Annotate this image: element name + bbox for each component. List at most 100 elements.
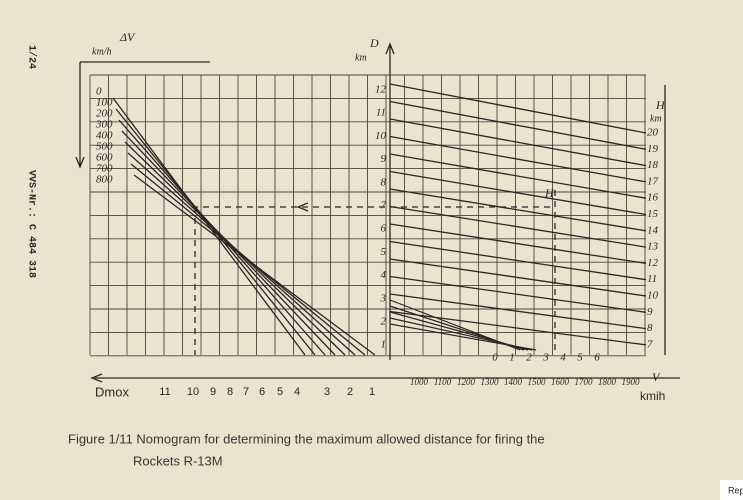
small-scale-tick: 5 [577, 352, 583, 364]
d-tick: 3 [380, 292, 387, 304]
dmax-tick: 5 [277, 386, 283, 398]
d-tick: 10 [375, 130, 387, 142]
speed-tick: 1400 [504, 377, 523, 387]
delta-v-tick: 600 [96, 152, 113, 164]
d-tick: 7 [381, 200, 387, 212]
nomogram-line [389, 118, 647, 167]
small-scale-tick: 6 [594, 352, 600, 364]
h-tick: 16 [647, 192, 659, 204]
dmax-tick: 6 [259, 386, 265, 398]
delta-v-unit: km/h [92, 46, 111, 57]
h-tick: 8 [647, 322, 653, 334]
dmax-tick: 2 [347, 386, 353, 398]
speed-label: V [652, 370, 661, 384]
delta-v-axis-line [75, 61, 210, 169]
h-tick: 19 [647, 143, 659, 155]
delta-v-tick: 500 [96, 141, 113, 153]
d-axis-line [385, 42, 395, 360]
speed-tick: 1300 [481, 377, 500, 387]
nomogram-lines [112, 83, 647, 356]
nomogram-line [389, 83, 647, 134]
dmax-label: Dmox [95, 384, 129, 399]
d-label: D [369, 36, 379, 50]
speed-tick: 1200 [457, 377, 476, 387]
h-unit: km [650, 113, 662, 124]
dmax-tick: 10 [187, 386, 199, 398]
d-tick: 11 [376, 107, 386, 119]
h-tick: 11 [647, 273, 657, 285]
nomogram-line [133, 174, 376, 356]
delta-v-tick: 700 [96, 163, 113, 175]
delta-v-tick: 400 [96, 130, 113, 142]
page-number: 1/24 [25, 45, 37, 69]
h-tick: 12 [647, 257, 659, 269]
nomogram-line [389, 153, 647, 199]
nomogram-line [389, 240, 647, 281]
example-arrow [296, 202, 309, 212]
reference-number: VVS-Nr.: C 484 318 [25, 170, 36, 278]
speed-tick: 1800 [598, 377, 617, 387]
delta-v-label: ΔV [119, 30, 136, 44]
h-label: H [655, 98, 666, 112]
h-tick: 13 [647, 241, 659, 253]
nomogram-line [389, 100, 647, 150]
small-scale-tick: 0 [492, 352, 498, 364]
dmax-tick: 4 [294, 386, 300, 398]
nomogram-line [389, 323, 537, 351]
corner-label[interactable]: Rep [728, 485, 743, 495]
d-unit: km [355, 52, 367, 63]
nomogram-line [389, 258, 647, 297]
d-tick: 5 [381, 246, 387, 258]
delta-v-tick: 100 [96, 97, 113, 109]
d-tick: 8 [381, 176, 387, 188]
nomogram-line [389, 135, 647, 183]
dmax-tick: 7 [243, 386, 249, 398]
example-path [192, 190, 556, 355]
dmax-tick: 8 [227, 386, 233, 398]
nomogram-line [389, 275, 647, 313]
nomogram-line [389, 205, 647, 248]
delta-v-tick: 300 [95, 119, 113, 131]
h-tick: 15 [647, 208, 659, 220]
h-tick: 9 [647, 306, 653, 318]
dmax-tick: 3 [324, 386, 330, 398]
nomogram-line [389, 223, 647, 265]
h-tick: 18 [647, 159, 659, 171]
d-tick: 6 [381, 223, 387, 235]
speed-tick: 1500 [528, 377, 547, 387]
nomogram-line [389, 310, 647, 346]
h-tick: 7 [647, 338, 653, 350]
h-marker: H [544, 186, 555, 200]
d-tick: 12 [375, 84, 387, 96]
h-tick: 14 [647, 224, 659, 236]
nomogram-line [389, 170, 647, 216]
nomogram-line [112, 97, 306, 356]
axes [75, 42, 680, 383]
corner-button[interactable] [720, 480, 743, 500]
d-tick: 9 [381, 153, 387, 165]
small-scale-tick: 4 [560, 352, 566, 364]
dmax-tick: 9 [210, 386, 216, 398]
d-tick: 2 [381, 316, 387, 328]
dmax-tick: 11 [159, 386, 170, 398]
labels: 0100200300400500600700800121110987654321… [95, 84, 659, 398]
small-scale-tick: 3 [542, 352, 549, 364]
nomogram-line [115, 108, 316, 356]
h-tick: 20 [647, 127, 659, 139]
small-scale-tick: 1 [509, 352, 515, 364]
small-scale-tick: 2 [526, 352, 532, 364]
speed-tick: 1600 [551, 377, 570, 387]
speed-tick: 1700 [575, 377, 594, 387]
nomogram-line [389, 293, 647, 330]
caption-line: Rockets R-13M [133, 453, 223, 468]
nomogram-line [389, 188, 647, 232]
delta-v-tick: 200 [96, 108, 113, 120]
h-tick: 17 [647, 175, 659, 187]
delta-v-tick: 0 [96, 86, 102, 98]
speed-tick: 1000 [410, 377, 429, 387]
delta-v-tick: 800 [96, 174, 113, 186]
speed-tick: 1900 [622, 377, 641, 387]
d-tick: 1 [381, 339, 387, 351]
